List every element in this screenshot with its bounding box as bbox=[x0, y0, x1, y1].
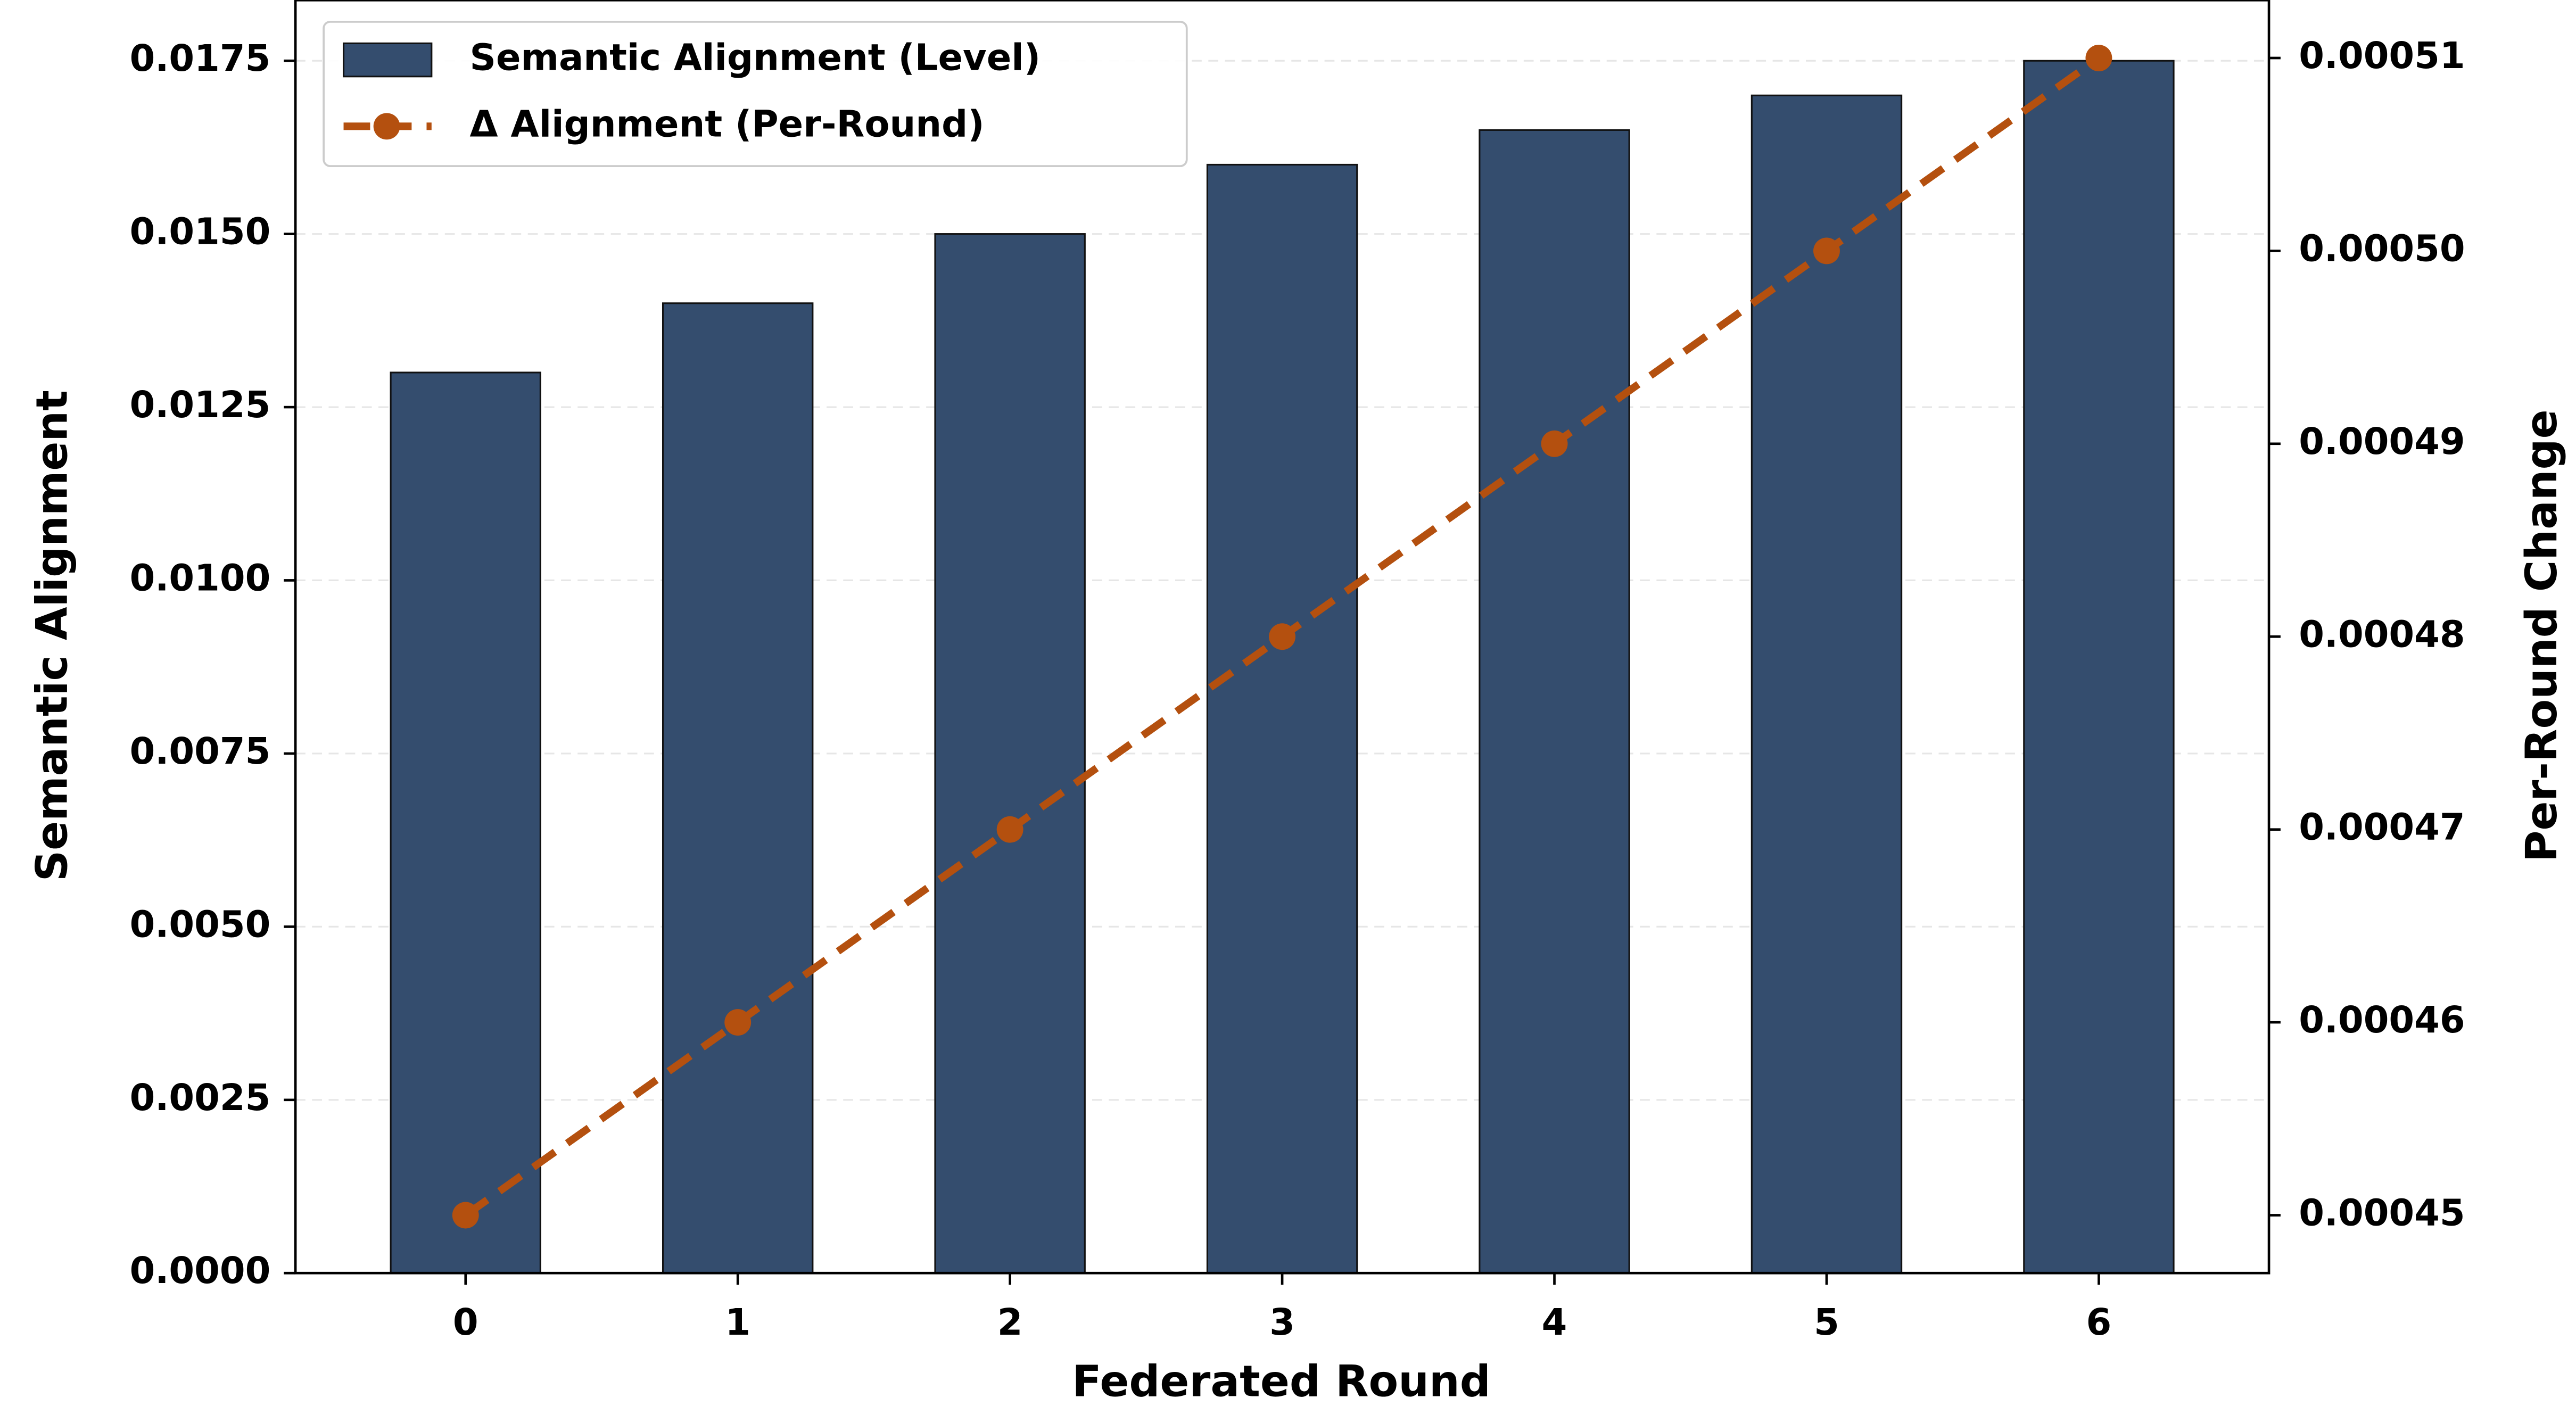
y2-tick-label: 0.00049 bbox=[2299, 420, 2465, 463]
legend-label: Semantic Alignment (Level) bbox=[470, 37, 1041, 79]
y-tick-label: 0.0050 bbox=[130, 903, 271, 946]
legend-box bbox=[323, 20, 1188, 168]
y2-tick-label: 0.00045 bbox=[2299, 1192, 2465, 1235]
x-tick-label: 0 bbox=[453, 1301, 478, 1344]
y-tick-label: 0.0000 bbox=[130, 1250, 271, 1292]
y2-tick-label: 0.00046 bbox=[2299, 999, 2465, 1041]
x-tick-label: 1 bbox=[725, 1301, 750, 1344]
line-marker bbox=[996, 816, 1023, 843]
line-marker bbox=[2085, 45, 2112, 71]
bar bbox=[1751, 94, 1903, 1274]
y-tick-label: 0.0125 bbox=[130, 384, 271, 426]
y-tick-label: 0.0150 bbox=[130, 211, 271, 253]
x-tick-label: 3 bbox=[1269, 1301, 1295, 1344]
y-tick-label: 0.0025 bbox=[130, 1077, 271, 1119]
bar bbox=[390, 371, 541, 1274]
y-tick-label: 0.0175 bbox=[130, 37, 271, 80]
line-marker bbox=[724, 1009, 752, 1036]
x-tick-label: 5 bbox=[1814, 1301, 1839, 1344]
x-tick-label: 4 bbox=[1542, 1301, 1567, 1344]
legend-label: Δ Alignment (Per-Round) bbox=[470, 103, 985, 145]
y2-tick-label: 0.00048 bbox=[2299, 613, 2465, 656]
bar bbox=[2023, 60, 2175, 1274]
line-marker bbox=[1269, 623, 1296, 650]
x-tick-label: 2 bbox=[997, 1301, 1023, 1344]
y-tick-label: 0.0100 bbox=[130, 557, 271, 600]
y2-tick-label: 0.00050 bbox=[2299, 227, 2465, 270]
legend-swatch-marker bbox=[373, 113, 400, 140]
line-marker bbox=[452, 1202, 479, 1229]
y-tick-label: 0.0075 bbox=[130, 730, 271, 773]
bar bbox=[934, 233, 1086, 1274]
y2-tick-label: 0.00047 bbox=[2299, 806, 2465, 849]
y2-axis-label: Per-Round Change bbox=[2517, 409, 2567, 862]
x-tick-label: 6 bbox=[2086, 1301, 2112, 1344]
y2-tick-label: 0.00051 bbox=[2299, 35, 2465, 77]
plot-frame bbox=[294, 0, 2270, 1275]
y-axis-label: Semantic Alignment bbox=[27, 390, 77, 881]
x-axis-label: Federated Round bbox=[1072, 1357, 1490, 1406]
line-marker bbox=[1813, 237, 1840, 264]
bar bbox=[1479, 129, 1630, 1274]
legend-swatch bbox=[342, 42, 433, 78]
bar bbox=[1206, 163, 1358, 1274]
bar bbox=[662, 302, 814, 1274]
line-marker bbox=[1541, 430, 1568, 457]
